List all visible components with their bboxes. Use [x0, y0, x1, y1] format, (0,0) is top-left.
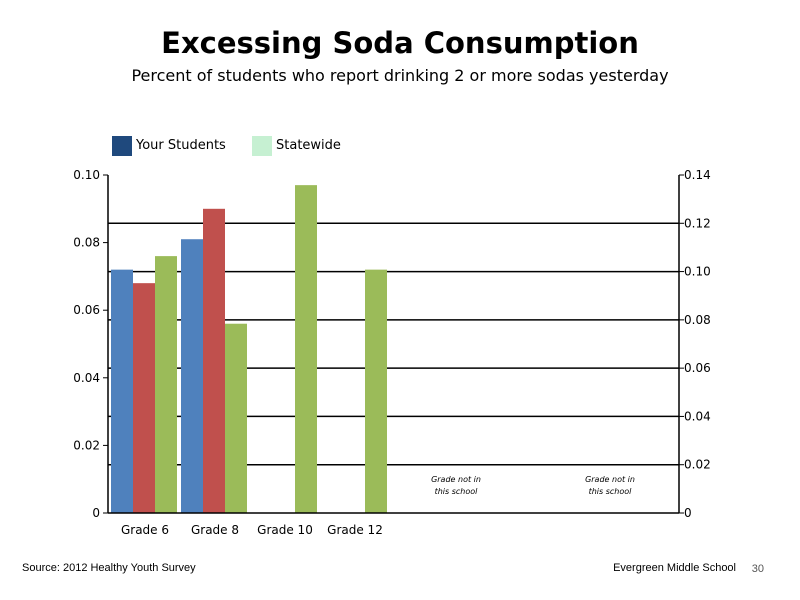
bar [111, 269, 133, 513]
source-note: Source: 2012 Healthy Youth Survey [22, 562, 196, 574]
annotation-label: Grade not in [585, 475, 635, 484]
legend-label-statewide: Statewide [276, 138, 341, 153]
page-number: 30 [751, 563, 764, 575]
x-tick-label: Grade 10 [257, 523, 313, 537]
y-tick-label-left: 0.10 [73, 168, 100, 182]
y-tick-label-right: 0 [684, 506, 692, 520]
y-tick-label-right: 0.04 [684, 409, 711, 423]
annotation-label: this school [589, 487, 633, 496]
y-tick-label-right: 0.10 [684, 265, 711, 279]
legend-swatch-statewide [252, 136, 272, 156]
y-tick-label-left: 0 [92, 506, 100, 520]
y-tick-label-right: 0.02 [684, 458, 711, 472]
school-name: Evergreen Middle School [613, 562, 736, 574]
y-tick-label-left: 0.08 [73, 236, 100, 250]
chart-subtitle: Percent of students who report drinking … [131, 66, 669, 85]
legend-swatch-your-students [112, 136, 132, 156]
bar [225, 323, 247, 513]
x-tick-label: Grade 6 [121, 523, 169, 537]
y-tick-label-left: 0.06 [73, 303, 100, 317]
chart-title: Excessing Soda Consumption [161, 26, 639, 60]
x-tick-label: Grade 8 [191, 523, 239, 537]
bar [365, 269, 387, 513]
bar-chart: Grade 6 Grade 8 Grade 10 Grade 12 Grade not … [73, 168, 711, 537]
y-tick-label-right: 0.12 [684, 216, 711, 230]
x-tick-label: Grade 12 [327, 523, 383, 537]
bar [181, 239, 203, 513]
annotation-label: Grade not in [431, 475, 481, 484]
y-tick-label-left: 0.02 [73, 438, 100, 452]
bar [203, 208, 225, 514]
bar [295, 185, 317, 513]
bar [133, 283, 155, 513]
y-tick-label-left: 0.04 [73, 371, 100, 385]
y-tick-label-right: 0.08 [684, 313, 711, 327]
annotation-label: this school [435, 487, 479, 496]
legend-label-your-students: Your Students [136, 138, 226, 153]
bar [155, 256, 177, 513]
y-tick-label-right: 0.06 [684, 361, 711, 375]
y-tick-label-right: 0.14 [684, 168, 711, 182]
